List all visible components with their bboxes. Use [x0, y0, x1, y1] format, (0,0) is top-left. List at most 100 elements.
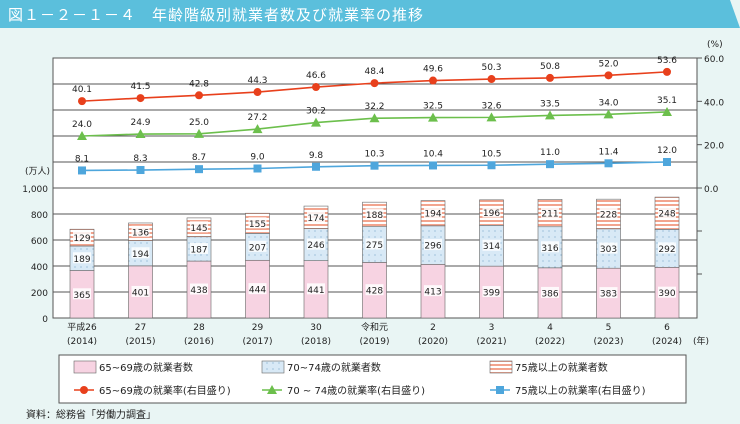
line-marker-2: [603, 109, 614, 119]
figure-title: 図１－２－１－４ 年齢階級別就業者数及び就業率の推移: [8, 6, 425, 24]
bar-label: 188: [366, 211, 383, 221]
line-label: 8.1: [75, 154, 89, 164]
bar-label: 413: [424, 288, 441, 298]
bar-label-bg: [541, 241, 559, 253]
bar-label: 441: [307, 286, 324, 296]
legend-marker: [496, 386, 504, 394]
legend-box: [58, 354, 687, 404]
legend-label: 75歳以上の就業率(右目盛り): [515, 384, 646, 397]
line-marker-2: [486, 112, 497, 122]
x-tick-label: 3: [489, 323, 495, 333]
bar-label: 428: [366, 287, 383, 297]
bar-label: 275: [366, 241, 383, 251]
bar-label-bg: [248, 283, 267, 295]
bar-label-bg: [424, 285, 442, 297]
bar-label: 136: [132, 228, 149, 238]
x-tick-label: 令和元: [361, 321, 388, 333]
x-tick-label: 29: [252, 323, 264, 333]
bar-label-bg: [658, 242, 676, 254]
bar-label-bg: [307, 283, 325, 295]
line-label: 44.3: [247, 76, 267, 86]
line-label: 30.2: [306, 107, 326, 117]
x-tick-year: (2017): [243, 337, 273, 347]
bar-label-bg: [541, 207, 559, 219]
line-marker-2: [311, 117, 321, 127]
bar-label-bg: [541, 286, 559, 298]
bar-label: 155: [249, 220, 266, 230]
bar-label-bg: [424, 239, 442, 251]
line-label: 9.0: [250, 153, 265, 163]
right-tick-label: 0.0: [704, 185, 719, 195]
line-marker-1: [136, 94, 145, 103]
line-marker-1: [487, 75, 496, 84]
bar-label: 207: [249, 243, 266, 253]
bar-label-bg: [190, 221, 208, 233]
legend-label: 65~69歳の就業者数: [99, 361, 193, 374]
line-label: 42.8: [189, 79, 209, 89]
left-axis-unit: (万人): [25, 166, 50, 177]
line-marker-2: [369, 113, 380, 123]
bar-label: 303: [600, 245, 617, 255]
bar-label-bg: [482, 239, 501, 251]
bar-label-bg: [248, 217, 267, 229]
x-tick-year: (2020): [418, 337, 448, 347]
line-marker-3: [487, 161, 496, 170]
line-marker-3: [312, 162, 320, 171]
bar-label-bg: [658, 286, 676, 298]
line-marker-3: [136, 166, 145, 175]
line-marker-3: [546, 160, 554, 169]
line-marker-2: [77, 131, 87, 140]
line-label: 10.4: [423, 149, 443, 159]
right-tick-label: 40.0: [704, 98, 724, 108]
line-label: 52.0: [598, 59, 618, 69]
left-tick-label: 0: [42, 315, 48, 325]
bar-label: 246: [307, 241, 324, 251]
legend-swatch-bar: [73, 360, 97, 374]
line-label: 12.0: [657, 146, 677, 156]
line-label: 24.0: [72, 120, 92, 130]
left-tick-label: 400: [31, 263, 48, 273]
x-tick-year: (2018): [301, 337, 331, 347]
x-tick-year: (2024): [652, 337, 682, 347]
bar-label-bg: [131, 247, 150, 259]
line-label: 27.2: [247, 113, 267, 123]
line-marker-2: [135, 129, 146, 139]
bar-label: 316: [541, 244, 558, 254]
left-tick-label: 800: [31, 211, 48, 221]
bar-label: 174: [307, 214, 324, 224]
line-marker-1: [604, 71, 613, 80]
x-axis-unit: (年): [693, 335, 709, 347]
bar-label-bg: [658, 207, 676, 219]
x-tick-year: (2023): [594, 337, 624, 347]
legend-marker: [80, 386, 88, 394]
bar-label: 211: [541, 210, 558, 220]
line-marker-3: [195, 165, 203, 174]
bar-label-bg: [73, 288, 91, 300]
line-label: 40.1: [72, 85, 92, 95]
line-label: 32.5: [423, 102, 443, 112]
x-tick-year: (2015): [126, 337, 156, 347]
x-tick-year: (2021): [477, 337, 507, 347]
line-marker-2: [545, 110, 555, 120]
bar-label: 444: [249, 286, 266, 296]
bar-label: 386: [541, 289, 558, 299]
bar-label: 292: [658, 245, 675, 255]
bar-label: 401: [132, 288, 149, 298]
source-note: 資料：総務省「労働力調査」: [26, 410, 156, 421]
line-label: 11.4: [598, 147, 618, 157]
bar-label-bg: [131, 285, 150, 297]
bar-label-bg: [365, 208, 384, 220]
line-marker-2: [194, 128, 204, 138]
bar-label-bg: [482, 286, 501, 298]
line-label: 34.0: [598, 98, 618, 108]
line-label: 11.0: [540, 148, 560, 158]
figure-header: 図１－２－１－４ 年齢階級別就業者数及び就業率の推移: [0, 0, 740, 28]
line-marker-1: [663, 67, 671, 76]
bar-label-bg: [307, 211, 325, 223]
legend-label: 65~69歳の就業率(右目盛り): [99, 384, 231, 397]
bar-label: 438: [190, 286, 207, 296]
line-label: 9.8: [309, 151, 324, 161]
bar-label-bg: [73, 231, 91, 243]
line-label: 35.1: [657, 96, 677, 106]
